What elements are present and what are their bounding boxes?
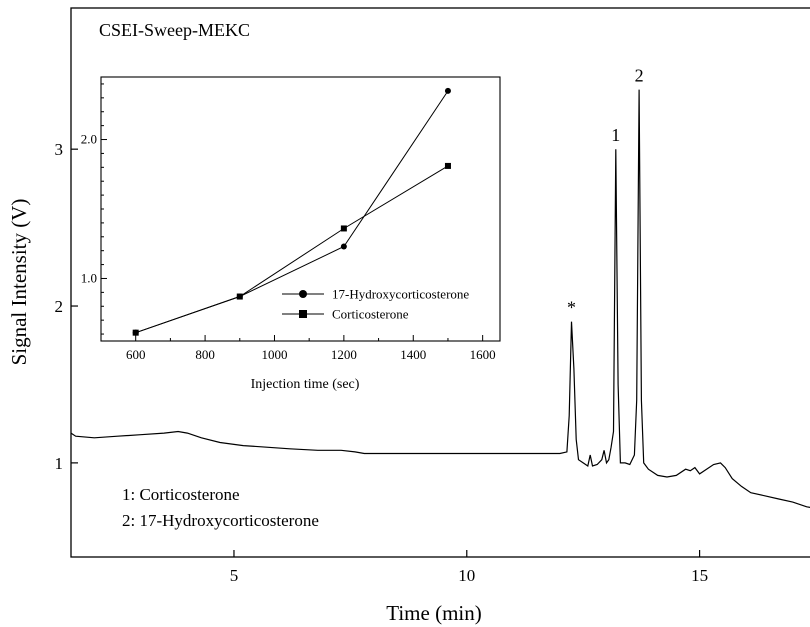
main-x-tick-label: 5	[230, 566, 239, 585]
main-x-ticks: 5 10 15	[230, 550, 708, 585]
inset-y-tick-label: 2.0	[81, 132, 97, 147]
inset-x-axis-label: Injection time (sec)	[251, 377, 360, 392]
peak-label: 1	[611, 125, 620, 145]
main-y-tick-label: 3	[55, 140, 64, 159]
main-x-axis-label: Time (min)	[386, 601, 481, 625]
inset-x-tick-label: 1600	[470, 347, 496, 362]
inset-x-tick-label: 600	[126, 347, 146, 362]
main-x-tick-label: 10	[458, 566, 475, 585]
main-y-tick-label: 1	[55, 454, 64, 473]
inset-point-square	[340, 225, 347, 232]
inset-point-square	[444, 162, 451, 169]
main-y-tick-label: 2	[55, 297, 64, 316]
inset-series	[132, 87, 451, 336]
inset-x-ticks: 600 800 1000 1200 1400 1600	[126, 335, 496, 362]
legend-marker-square	[299, 310, 307, 318]
main-y-axis-label: Signal Intensity (V)	[7, 199, 31, 366]
main-chart-title: CSEI-Sweep-MEKC	[99, 20, 250, 40]
legend-label-series-1: 17-Hydroxycorticosterone	[332, 287, 469, 302]
inset-y-tick-label: 1.0	[81, 270, 97, 285]
inset-chart: 600 800 1000 1200 1400 1600 1.0 2.0 Injection …	[81, 76, 501, 392]
inset-point-circle	[340, 243, 347, 250]
legend-marker-circle	[299, 290, 307, 298]
chromatogram-trace	[70, 89, 810, 508]
inset-x-tick-label: 1000	[261, 347, 287, 362]
main-chart: CSEI-Sweep-MEKC 5 10 15 1 2 3 * 1 2 Time (min)…	[7, 7, 810, 625]
main-plot-frame	[70, 7, 810, 558]
inset-point-square	[236, 293, 243, 300]
main-x-tick-label: 15	[691, 566, 708, 585]
inset-x-tick-label: 800	[195, 347, 215, 362]
inset-point-square	[132, 329, 139, 336]
peak-legend-line-1: 1: Corticosterone	[122, 485, 240, 504]
peak-legend-line-2: 2: 17-Hydroxycorticosterone	[122, 511, 319, 530]
peak-labels: * 1 2	[567, 66, 644, 318]
inset-x-tick-label: 1400	[400, 347, 426, 362]
main-y-ticks: 1 2 3	[55, 140, 78, 473]
inset-y-ticks: 1.0 2.0	[81, 83, 107, 335]
peak-label: *	[567, 298, 576, 318]
inset-legend: 17-Hydroxycorticosterone Corticosterone	[282, 287, 469, 322]
inset-x-tick-label: 1200	[331, 347, 357, 362]
peak-label: 2	[635, 66, 644, 86]
legend-label-series-2: Corticosterone	[332, 307, 409, 322]
inset-series-line-2	[135, 165, 449, 334]
inset-point-circle	[444, 87, 451, 94]
